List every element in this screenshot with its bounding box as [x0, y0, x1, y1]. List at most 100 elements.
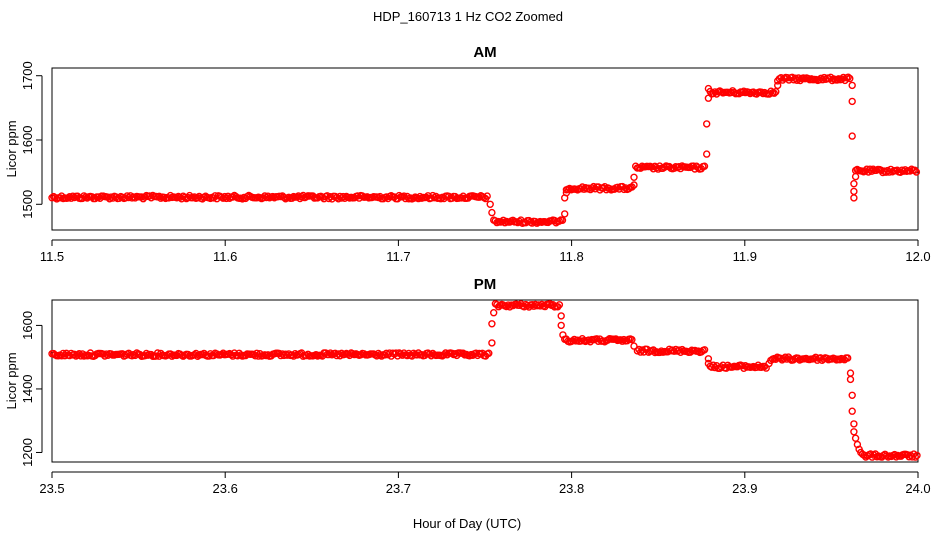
figure-title: HDP_160713 1 Hz CO2 Zoomed [372, 9, 564, 24]
data-point [772, 87, 780, 96]
data-point [555, 301, 564, 309]
data-point [198, 350, 207, 359]
x-tick-label: 23.7 [386, 481, 411, 496]
data-point [850, 420, 858, 428]
x-tick-label: 23.9 [732, 481, 757, 496]
data-point [717, 363, 726, 371]
x-tick-label: 11.9 [733, 249, 757, 264]
data-point [848, 81, 856, 90]
data-point [488, 339, 496, 347]
data-point [700, 346, 709, 354]
data-point [264, 192, 272, 200]
y-axis-label: Licor ppm [4, 352, 19, 409]
data-point [704, 355, 713, 363]
plot-frame [51, 67, 919, 231]
data-point [833, 76, 841, 84]
data-point [774, 77, 782, 85]
data-point [850, 428, 858, 436]
data-point [536, 302, 544, 310]
data-point [911, 166, 919, 174]
data-point [620, 185, 628, 194]
x-tick-label: 12.0 [905, 249, 930, 264]
data-point [440, 351, 448, 359]
data-point [630, 181, 638, 189]
data-point [850, 194, 858, 202]
data-point [557, 321, 565, 330]
data-point [846, 74, 854, 83]
data-point [857, 448, 865, 457]
x-tick-label: 11.6 [213, 249, 237, 264]
data-point [613, 183, 622, 192]
data-point [848, 407, 856, 415]
data-point [488, 320, 496, 328]
data-point [490, 309, 498, 317]
data-point [483, 192, 491, 200]
data-point [767, 356, 775, 365]
data-point [501, 218, 509, 227]
data-point [846, 375, 855, 384]
plot-frame [51, 299, 919, 463]
data-point [288, 194, 296, 202]
y-tick-label: 1400 [20, 374, 35, 403]
data-point [851, 434, 860, 442]
x-tick-label: 11.8 [559, 249, 583, 264]
x-tick-label: 23.8 [559, 481, 584, 496]
data-point [848, 391, 856, 399]
data-point [851, 172, 860, 181]
data-point [704, 94, 713, 102]
data-point [694, 163, 702, 172]
data-point [69, 192, 77, 200]
data-point [486, 200, 494, 209]
data-point [828, 76, 836, 85]
x-tick-label: 11.5 [40, 249, 64, 264]
data-point [770, 89, 778, 97]
y-tick-label: 1600 [20, 311, 35, 340]
y-tick-label: 1500 [20, 190, 35, 219]
panel-title: PM [474, 276, 497, 293]
data-point [618, 337, 626, 345]
data-point [911, 453, 920, 461]
data-point [703, 120, 711, 128]
data-point [913, 451, 921, 460]
series-points [48, 73, 921, 228]
data-point [142, 349, 151, 358]
x-tick-label: 23.5 [39, 481, 64, 496]
data-point [648, 163, 656, 171]
series-points [48, 300, 921, 461]
x-tick-label: 24.0 [905, 481, 930, 496]
data-point [757, 88, 766, 96]
data-point [850, 187, 858, 196]
data-point [630, 342, 638, 350]
data-point [630, 173, 638, 182]
data-point [397, 350, 405, 358]
data-point [704, 84, 713, 93]
y-tick-label: 1200 [20, 438, 35, 467]
data-point [740, 87, 748, 95]
data-point [558, 216, 567, 225]
panel-am: AM 11.5 11.6 11.7 11.8 11.9 12.0 1500 1600 1700 Li… [4, 44, 931, 264]
y-tick-label: 1700 [20, 61, 35, 90]
y-tick-label: 1600 [20, 126, 35, 155]
data-point [850, 179, 858, 188]
data-point [892, 453, 900, 461]
x-tick-label: 11.7 [386, 249, 410, 264]
data-point [848, 97, 856, 106]
data-point [51, 193, 59, 202]
data-point [844, 354, 852, 362]
data-point [774, 81, 782, 90]
data-point [70, 350, 79, 358]
data-point [557, 312, 565, 320]
panel-pm: PM 23.5 23.6 23.7 23.8 23.9 24.0 1200 1400 1600Li… [4, 276, 931, 496]
data-point [709, 89, 718, 98]
data-point [628, 335, 636, 344]
data-point [561, 210, 569, 218]
data-point [326, 349, 335, 357]
y-axis-label: Licor ppm [4, 120, 19, 177]
panel-title: AM [473, 44, 496, 61]
data-point [628, 183, 636, 191]
data-point [700, 162, 709, 170]
data-point [848, 132, 856, 140]
data-point [559, 331, 567, 339]
